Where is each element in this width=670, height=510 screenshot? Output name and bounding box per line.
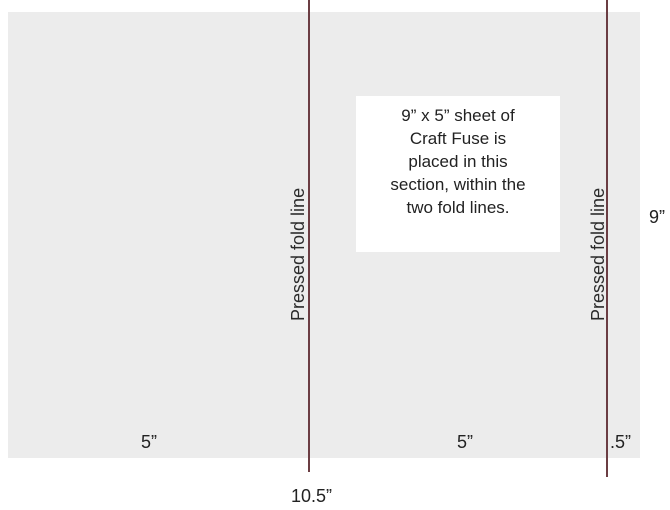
craft-fuse-note-box: 9” x 5” sheet of Craft Fuse is placed in…	[356, 96, 560, 252]
total-width-label: 10.5”	[291, 486, 333, 506]
note-line-1: 9” x 5” sheet of	[401, 106, 515, 125]
right-flap-width-label: .5”	[610, 432, 632, 452]
left-section-width-label: 5”	[141, 432, 158, 452]
left-fold-line	[308, 0, 310, 472]
note-line-3: placed in this	[408, 152, 508, 171]
right-fold-line-label: Pressed fold line	[588, 187, 608, 321]
middle-section-width-label: 5”	[457, 432, 474, 452]
note-line-5: two fold lines.	[406, 198, 510, 217]
left-fold-line-label: Pressed fold line	[288, 187, 308, 321]
note-line-2: Craft Fuse is	[409, 129, 507, 148]
panel-height-label: 9”	[649, 207, 666, 227]
right-fold-line	[606, 0, 608, 477]
note-line-4: section, within the	[390, 175, 526, 194]
